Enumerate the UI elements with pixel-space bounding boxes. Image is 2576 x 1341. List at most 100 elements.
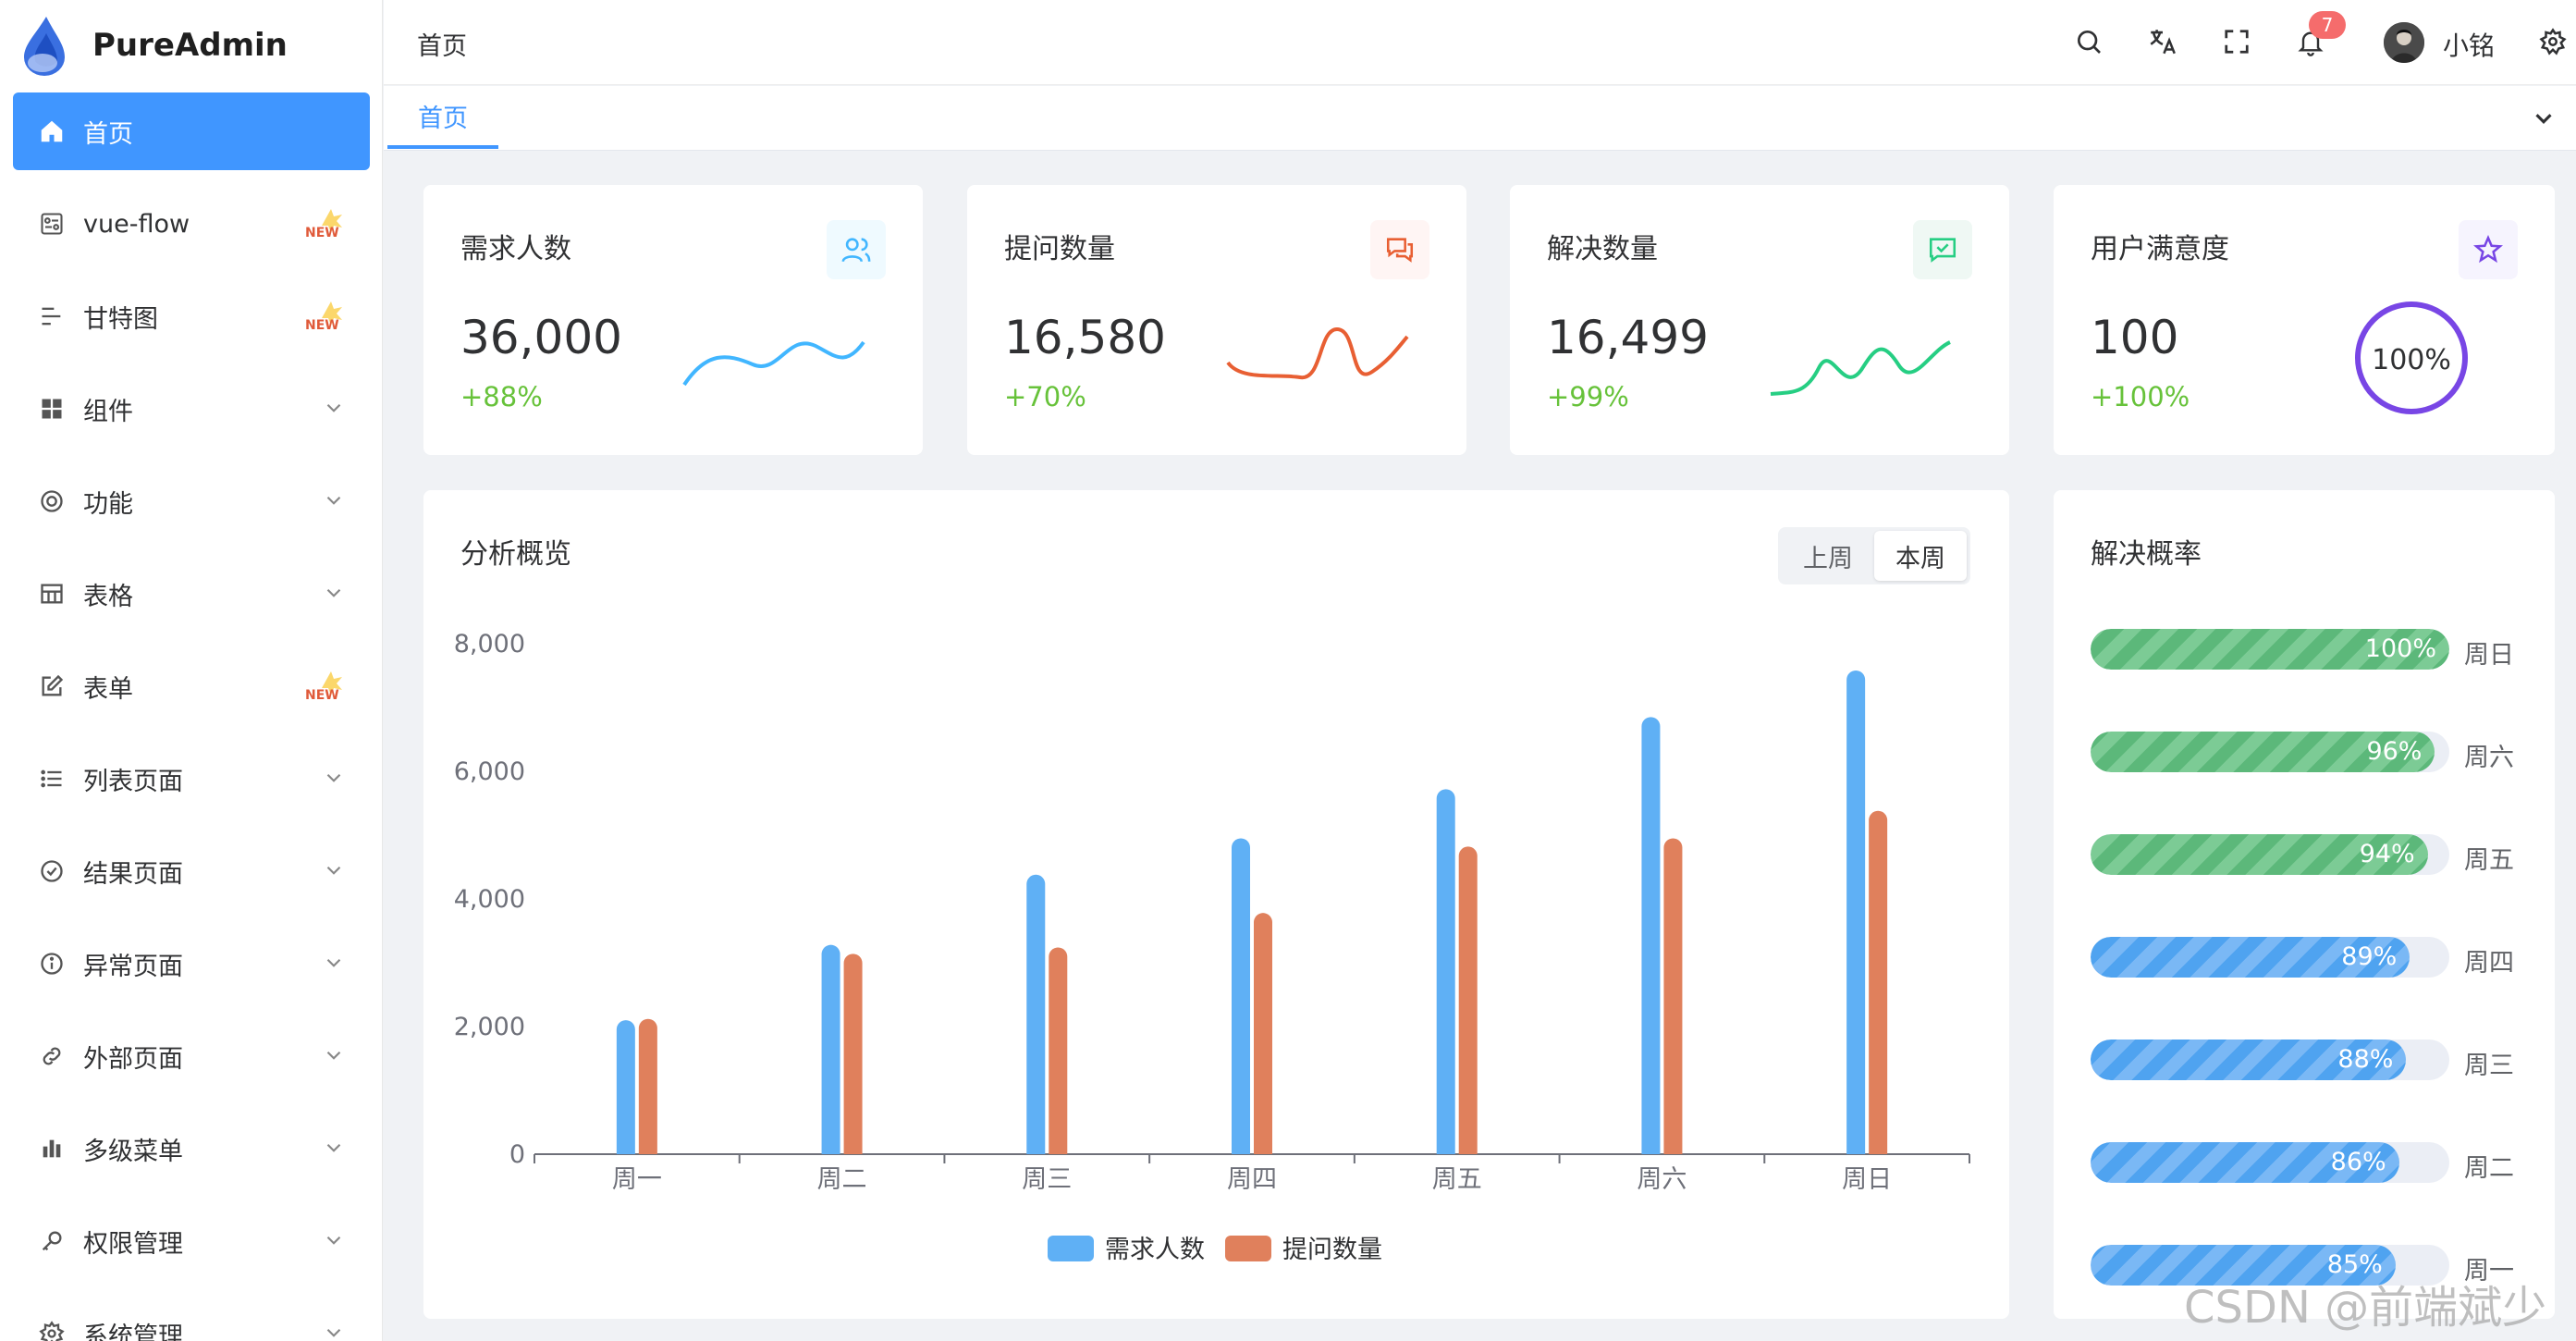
- sidebar-item-label: 功能: [83, 489, 133, 519]
- chevron-down-icon: [326, 588, 341, 597]
- stat-delta: +88%: [460, 381, 543, 412]
- y-tick-label: 0: [509, 1140, 525, 1169]
- tab-home[interactable]: 首页: [387, 86, 498, 149]
- check-chat-icon: [1913, 220, 1972, 279]
- x-tick-label: 周二: [817, 1165, 867, 1194]
- progress-day-label: 周日: [2464, 641, 2514, 670]
- fullscreen-icon[interactable]: [2217, 22, 2256, 61]
- sidebar-item-vue-flow[interactable]: vue-flow NEW: [13, 185, 370, 263]
- bar: [1232, 838, 1250, 1154]
- progress-fill: 89%: [2091, 937, 2410, 978]
- bar-icon: [37, 1134, 67, 1163]
- progress-fill: 85%: [2091, 1245, 2396, 1286]
- progress-day-label: 周三: [2464, 1052, 2514, 1080]
- link-icon: [37, 1041, 67, 1071]
- stat-delta: +99%: [1547, 381, 1629, 412]
- progress-fill: 100%: [2091, 629, 2449, 670]
- progress-day-label: 周五: [2464, 846, 2514, 875]
- sparkline-chart: [682, 340, 865, 387]
- chevron-down-icon: [326, 1236, 341, 1245]
- stat-card-demand: 需求人数 36,000 +88%: [423, 185, 923, 455]
- sidebar-item-multilevel-menu[interactable]: 多级菜单: [13, 1110, 370, 1187]
- x-tick-label: 周五: [1432, 1165, 1482, 1194]
- satisfaction-ring: [2355, 301, 2468, 414]
- stat-card-satisfaction: 用户满意度 100 +100% 100%: [2054, 185, 2555, 455]
- legend-swatch: [1225, 1236, 1271, 1261]
- chevron-down-icon[interactable]: [2530, 105, 2558, 132]
- bar: [1436, 789, 1455, 1154]
- home-icon: [37, 117, 67, 146]
- translate-icon[interactable]: [2143, 22, 2182, 61]
- sidebar-item-home[interactable]: 首页: [13, 92, 370, 170]
- sidebar-item-system[interactable]: 系统管理: [13, 1295, 370, 1341]
- stat-value: 16,580: [1004, 311, 1166, 364]
- users-icon: [827, 220, 886, 279]
- bar: [638, 1018, 657, 1154]
- app-title: PureAdmin: [92, 27, 288, 64]
- sidebar-item-tables[interactable]: 表格: [13, 555, 370, 633]
- bar: [1869, 810, 1888, 1154]
- sidebar-item-label: 列表页面: [83, 767, 183, 796]
- resolve-row: 89% 周四: [2091, 937, 2516, 978]
- satisfaction-percent: 100%: [2372, 344, 2451, 376]
- bar: [1641, 717, 1661, 1154]
- resolve-row: 86% 周二: [2091, 1142, 2516, 1183]
- tabs-bar: 首页: [384, 86, 2576, 151]
- progress-percent: 89%: [2341, 942, 2398, 971]
- sidebar-item-label: 结果页面: [83, 859, 183, 889]
- avatar[interactable]: [2384, 22, 2424, 63]
- bar: [1254, 913, 1272, 1154]
- sidebar-menu: 首页 vue-flow NEW 甘特图 NEW: [0, 92, 383, 1341]
- progress-track: 88%: [2091, 1040, 2449, 1080]
- this-week-button[interactable]: 本周: [1874, 531, 1967, 581]
- sidebar-item-label: 多级菜单: [83, 1137, 183, 1166]
- resolve-row: 96% 周六: [2091, 732, 2516, 772]
- progress-day-label: 周二: [2464, 1154, 2514, 1183]
- sidebar-item-result-pages[interactable]: 结果页面: [13, 832, 370, 910]
- key-icon: [37, 1226, 67, 1256]
- sidebar-item-external-pages[interactable]: 外部页面: [13, 1017, 370, 1095]
- sidebar-item-functions[interactable]: 功能: [13, 462, 370, 540]
- x-tick-label: 周日: [1842, 1165, 1892, 1194]
- legend-swatch: [1048, 1236, 1094, 1261]
- new-badge-icon: NEW: [305, 209, 342, 240]
- gear-icon[interactable]: [2533, 22, 2572, 61]
- chevron-down-icon: [326, 866, 341, 875]
- sidebar-item-list-pages[interactable]: 列表页面: [13, 740, 370, 818]
- progress-day-label: 周一: [2464, 1257, 2514, 1286]
- chevron-down-icon: [326, 1328, 341, 1337]
- progress-fill: 94%: [2091, 834, 2428, 875]
- last-week-button[interactable]: 上周: [1803, 544, 1853, 573]
- overview-title: 分析概览: [460, 538, 571, 571]
- username[interactable]: 小铭: [2443, 31, 2496, 61]
- resolve-row: 100% 周日: [2091, 629, 2516, 670]
- sidebar-item-forms[interactable]: 表单 NEW: [13, 647, 370, 725]
- bar: [821, 944, 840, 1154]
- flow-icon: [37, 209, 67, 239]
- breadcrumb[interactable]: 首页: [417, 32, 467, 61]
- search-icon[interactable]: [2069, 22, 2108, 61]
- x-tick-label: 周四: [1227, 1165, 1277, 1194]
- stat-value: 100: [2091, 311, 2179, 364]
- grid-icon: [37, 394, 67, 424]
- sidebar-item-label: 组件: [83, 397, 133, 426]
- stat-title: 提问数量: [1004, 233, 1115, 265]
- sidebar-item-gantt[interactable]: 甘特图 NEW: [13, 277, 370, 355]
- sidebar-item-label: 首页: [83, 119, 133, 149]
- progress-percent: 86%: [2330, 1148, 2386, 1176]
- watermark: CSDN @前端斌少: [2184, 1282, 2547, 1334]
- sidebar-item-components[interactable]: 组件: [13, 370, 370, 448]
- sidebar-item-error-pages[interactable]: 异常页面: [13, 925, 370, 1003]
- sidebar-item-permissions[interactable]: 权限管理: [13, 1202, 370, 1280]
- bar: [1049, 947, 1068, 1154]
- sidebar-item-label: 表单: [83, 674, 133, 704]
- progress-fill: 88%: [2091, 1040, 2407, 1080]
- sidebar-item-label: 外部页面: [83, 1044, 183, 1074]
- stat-delta: +70%: [1004, 381, 1086, 412]
- logo[interactable]: PureAdmin: [18, 13, 288, 78]
- stat-card-resolved: 解决数量 16,499 +99%: [1510, 185, 2009, 455]
- bar: [1846, 670, 1866, 1154]
- progress-day-label: 周四: [2464, 949, 2514, 978]
- gantt-icon: [37, 301, 67, 331]
